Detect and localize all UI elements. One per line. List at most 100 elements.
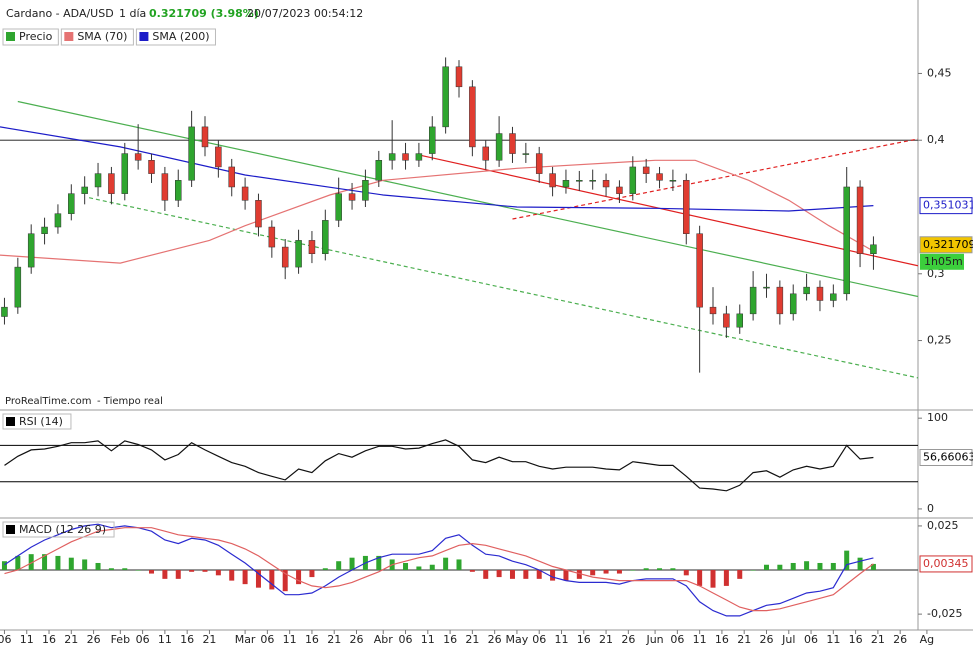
candle-body [522,153,530,155]
x-tick-label: Jun [645,633,663,646]
candle-body [201,126,209,148]
candle-body [215,146,222,168]
candle-body [41,226,48,234]
histogram-bar [175,570,181,579]
histogram-bar [750,570,756,571]
x-tick-label: 06 [670,633,684,646]
histogram-bar [269,570,275,590]
histogram-bar [590,570,596,576]
sma-line [0,126,874,212]
candle-body [789,293,797,315]
histogram-bar [189,570,195,572]
x-tick-label: 26 [350,633,364,646]
histogram-bar [95,562,101,571]
histogram-bar [763,564,769,571]
x-tick-label: 11 [554,633,568,646]
candle-body [255,200,262,228]
candle-body [188,126,195,181]
histogram-bar [42,554,48,571]
legend-swatch [6,32,15,41]
price-label: 56,66063 [923,451,973,464]
candle-body [241,186,249,201]
candle-body [736,313,743,328]
histogram-bar [657,568,663,571]
y-tick-label: 0,25 [927,334,952,347]
histogram-bar [403,562,409,571]
y-tick-label: 0,4 [927,133,945,146]
price-label: 0,00345 [923,557,969,570]
candle-body [54,213,62,228]
last-price: 0.321709 (3.98%) [149,7,259,20]
legend-box [135,28,216,46]
histogram-bar [322,568,328,571]
candle-body [442,66,449,128]
candle-body [495,133,503,161]
histogram-bar [282,570,288,592]
histogram-bar [550,570,556,581]
histogram-bar [215,570,221,576]
histogram-bar [643,568,649,571]
candle-body [175,180,182,201]
candle-body [148,160,155,174]
candle-body [723,313,730,328]
x-tick-label: 16 [305,633,319,646]
legend-box [2,521,115,538]
candle-body [375,160,383,181]
histogram-bar [603,570,609,574]
candle-body [81,186,88,194]
candle-body [281,246,289,268]
x-tick-label: 11 [283,633,297,646]
price-label: 0,351031 [923,199,973,212]
legend-label: SMA (200) [152,30,209,43]
x-tick-label: 21 [871,633,885,646]
candle-body [776,286,784,315]
panel [0,439,918,492]
candle-body [549,173,556,188]
histogram-bar [870,563,876,571]
indicator-title: RSI (14) [19,415,63,428]
x-tick-label: 21 [737,633,751,646]
candle-body [856,186,864,254]
legend-box [2,413,72,430]
x-tick-label: 26 [87,633,101,646]
histogram-bar [429,564,435,571]
x-tick-label: 21 [465,633,479,646]
candle-body [94,173,102,188]
histogram-bar [15,555,21,571]
histogram-bar [55,555,61,571]
histogram-bar [309,570,315,578]
histogram-bar [817,562,823,571]
panel [0,57,918,379]
candle-body [589,180,596,182]
histogram-bar [122,568,128,571]
candle-body [322,220,329,254]
y-tick-label: -0,025 [927,607,962,620]
x-tick-label: 16 [715,633,729,646]
candle-body [14,266,22,308]
candle-body [870,244,877,254]
candle-body [295,240,302,268]
histogram-bar [135,570,141,571]
candle-body [763,286,770,289]
trendline [17,100,918,298]
candle-body [108,173,115,194]
legend-swatch [139,32,149,41]
histogram-bar [496,570,502,578]
indicator-line [4,527,874,612]
candle-body [429,126,436,154]
histogram-bar [777,564,783,571]
histogram-bar [456,559,462,571]
histogram-bar [710,570,716,588]
trendline [88,197,918,379]
x-tick-label: Abr [374,633,394,646]
legend-label: Precio [19,30,53,43]
y-tick-label: 0,45 [927,66,952,79]
x-tick-label: Mar [235,633,256,646]
x-tick-label: 11 [158,633,172,646]
instrument: Cardano - ADA/USD [6,7,114,20]
x-tick-label: 06 [532,633,546,646]
histogram-bar [296,570,302,585]
candle-body [268,226,276,248]
x-tick-label: 21 [64,633,78,646]
histogram-bar [416,566,422,571]
